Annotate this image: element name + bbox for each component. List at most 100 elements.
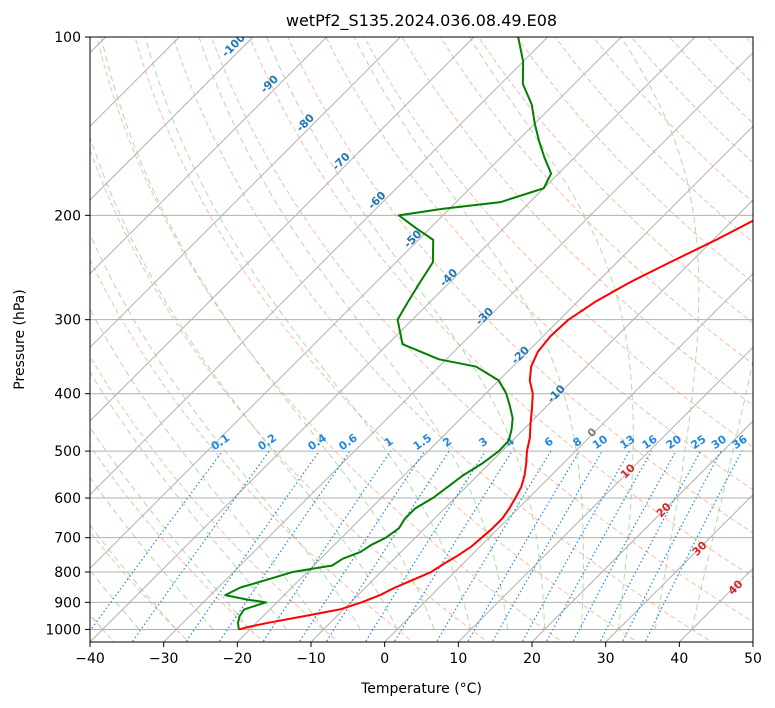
y-axis-label: Pressure (hPa) [12, 289, 28, 389]
dry-adiabat [668, 37, 753, 124]
isotherm-gridline [678, 567, 753, 642]
dry-adiabat [554, 37, 753, 243]
x-axis-label: Temperature (°C) [360, 681, 482, 697]
dry-adiabat [248, 37, 753, 578]
chart-title: wetPf2_S135.2024.036.08.49.E08 [286, 11, 557, 31]
isobar-gridlines [90, 37, 753, 630]
y-tick-label: 700 [54, 531, 81, 547]
isotherm-label: -20 [509, 343, 532, 366]
isotherm-label: -70 [330, 150, 353, 173]
mixing-ratio-label: 25 [689, 432, 709, 451]
isotherm-gridline [90, 37, 623, 570]
dry-adiabat [592, 37, 753, 203]
mixing-ratio-label: 16 [640, 432, 660, 452]
x-tick-label: 20 [523, 651, 541, 667]
isotherm-label: -10 [545, 382, 568, 405]
isotherm-gridline [383, 272, 753, 642]
x-tick-label: −10 [296, 651, 326, 667]
moist-adiabats [90, 37, 753, 630]
dry-adiabat [287, 37, 753, 534]
isotherm-label: -90 [258, 72, 281, 95]
isotherm-label: -30 [473, 305, 496, 328]
moist-adiabat [266, 37, 546, 630]
y-tick-label: 300 [54, 313, 81, 329]
moist-adiabat [90, 370, 288, 630]
isotherm-label: 30 [690, 539, 710, 559]
x-tick-label: 40 [670, 651, 688, 667]
dry-adiabat [745, 37, 753, 45]
dry-adiabat [363, 37, 753, 448]
mixing-ratio-label: 0.2 [256, 431, 279, 453]
x-tick-label: 30 [597, 651, 615, 667]
x-tick-label: −40 [75, 651, 105, 667]
mixing-ratio-line [185, 450, 320, 642]
y-tick-label: 900 [54, 595, 81, 611]
mixing-ratio-line [572, 450, 677, 642]
mixing-ratio-line [599, 450, 702, 642]
y-tick-label: 400 [54, 387, 81, 403]
y-tick-label: 600 [54, 491, 81, 507]
mixing-ratio-line [90, 450, 223, 632]
isotherm-gridline [90, 37, 181, 128]
dry-adiabat [90, 445, 265, 642]
dry-adiabat [758, 10, 775, 645]
x-axis: −40 −30 −20 −10 0 10 20 30 40 50 [75, 642, 762, 667]
isotherm-gridline [90, 37, 475, 422]
x-tick-label: 50 [744, 651, 762, 667]
isotherm-label: 10 [618, 461, 638, 481]
moist-adiabat [90, 476, 214, 630]
x-tick-label: −20 [223, 651, 253, 667]
mixing-ratio-line [325, 450, 450, 642]
temperature-line [238, 219, 753, 631]
mixing-ratio-line [298, 450, 425, 642]
mixing-ratio-label: 6 [542, 435, 556, 450]
isotherm-label: -80 [294, 111, 317, 134]
mixing-ratio-line [364, 450, 486, 642]
profile-lines [224, 37, 753, 631]
dry-adiabat [90, 355, 339, 642]
dry-adiabat [134, 37, 638, 642]
isotherm-gridline [604, 493, 753, 642]
moist-adiabat [353, 37, 584, 630]
mixing-ratio-line [466, 450, 580, 642]
x-tick-label: 10 [449, 651, 467, 667]
isotherm-label: -60 [365, 189, 388, 212]
x-tick-label: 0 [380, 651, 389, 667]
x-tick-label: −30 [149, 651, 179, 667]
dry-adiabat [172, 37, 713, 642]
y-axis: 100 200 300 400 500 600 700 800 900 1000 [45, 30, 90, 638]
y-tick-label: 1000 [45, 622, 81, 638]
moist-adiabat [100, 37, 435, 630]
mixing-ratio-label: 1.5 [411, 431, 434, 453]
dry-adiabat [90, 148, 489, 642]
isotherm-gridline [531, 420, 753, 642]
mixing-ratio-label: 3 [477, 435, 491, 450]
isotherm-label: 40 [726, 577, 746, 597]
isotherm-gridline [457, 346, 753, 642]
isotherm-gridline [752, 641, 753, 642]
y-tick-label: 200 [54, 208, 81, 224]
y-tick-label: 800 [54, 565, 81, 581]
isotherm-gridline [90, 37, 328, 275]
isotherm-gridline [162, 51, 753, 642]
isotherm-gridline [310, 199, 753, 642]
dewpoint-line [224, 37, 553, 630]
moist-adiabat [90, 569, 140, 630]
isotherm-gridline [90, 37, 254, 201]
isotherm-gridline [90, 37, 402, 349]
isotherm-gridline [90, 37, 549, 496]
mixing-ratio-line [218, 450, 351, 642]
moist-adiabat [620, 37, 700, 630]
y-tick-label: 100 [54, 30, 81, 46]
mixing-ratio-label: 30 [709, 432, 729, 452]
moist-adiabat [90, 135, 398, 630]
mixing-ratio-line [131, 450, 270, 642]
moist-adiabat [90, 426, 251, 630]
mixing-ratio-line [621, 450, 722, 642]
y-tick-label: 500 [54, 444, 81, 460]
dry-adiabats [90, 10, 775, 645]
moist-adiabat [691, 358, 753, 630]
moist-adiabat [469, 37, 634, 630]
dry-adiabat [516, 37, 753, 284]
